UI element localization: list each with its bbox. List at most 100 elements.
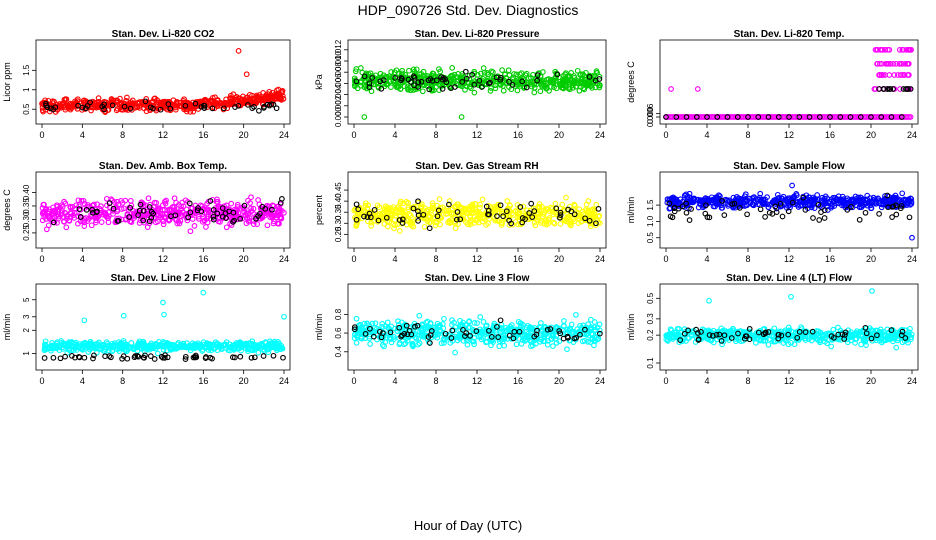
data-point (194, 207, 201, 214)
x-tick-label: 4 (704, 254, 709, 264)
data-point (702, 210, 709, 217)
data-point (583, 69, 589, 76)
data-point (201, 102, 208, 109)
data-point (878, 335, 885, 342)
data-point (520, 203, 527, 210)
x-tick-label: 20 (554, 130, 564, 140)
y-tick-label: 0.012 (334, 39, 343, 60)
data-point (597, 330, 603, 337)
data-point (436, 196, 443, 202)
data-point (210, 207, 217, 213)
data-point (374, 216, 381, 223)
data-point (59, 210, 65, 216)
data-point (261, 103, 267, 110)
data-point (376, 328, 383, 335)
data-point (876, 72, 883, 78)
x-tick-label: 0 (351, 130, 356, 140)
data-point (353, 66, 360, 72)
x-tick-label: 24 (907, 130, 917, 140)
data-point (844, 207, 851, 213)
plot-frame (35, 39, 291, 125)
data-point (274, 209, 281, 215)
data-point (719, 197, 725, 204)
data-point (352, 68, 359, 75)
data-point (550, 78, 557, 85)
data-point (231, 345, 238, 351)
data-point (462, 206, 469, 213)
data-point (565, 206, 571, 213)
data-point (878, 201, 885, 208)
x-tick-label: 20 (554, 254, 564, 264)
data-point (525, 75, 532, 82)
x-tick-label: 8 (433, 376, 438, 386)
data-point (50, 210, 57, 217)
data-point (807, 202, 814, 208)
data-point (75, 197, 82, 204)
data-point (869, 327, 876, 334)
data-point (103, 195, 110, 202)
data-point (434, 334, 441, 341)
data-point (174, 341, 181, 348)
y-axis-label: kPa (314, 74, 324, 90)
data-point (275, 220, 282, 227)
data-point (405, 206, 412, 213)
data-point (469, 201, 476, 208)
data-point (121, 205, 127, 212)
data-point (118, 100, 125, 106)
data-point (566, 86, 573, 93)
data-point (523, 324, 530, 331)
data-point (371, 207, 378, 213)
data-point (589, 80, 595, 87)
y-tick-label: 2 (22, 328, 31, 333)
data-point (673, 114, 680, 120)
data-point (906, 72, 912, 78)
data-point (531, 89, 538, 96)
data-point (528, 200, 535, 207)
data-point (273, 105, 280, 112)
data-point (235, 102, 242, 109)
data-point (213, 198, 220, 205)
x-tick-label: 12 (472, 376, 482, 386)
data-point (367, 214, 374, 221)
data-point (513, 71, 520, 78)
data-point (192, 354, 199, 361)
panel-title: Stan. Dev. Li-820 Pressure (415, 29, 540, 40)
data-point (547, 326, 554, 332)
plot-frame (659, 39, 919, 125)
data-point (683, 209, 690, 216)
data-point (480, 319, 487, 325)
data-point (724, 114, 731, 120)
data-point (890, 195, 897, 201)
data-point (357, 65, 364, 71)
data-point (689, 329, 696, 336)
data-point (703, 202, 709, 209)
data-point (881, 86, 887, 92)
data-point (243, 71, 250, 78)
data-point (497, 74, 504, 81)
data-point (175, 209, 182, 216)
data-point (745, 114, 751, 120)
data-point (255, 213, 261, 219)
data-point (251, 103, 257, 110)
data-point (884, 60, 891, 67)
data-point (134, 208, 140, 215)
data-point (257, 345, 264, 352)
data-point (669, 214, 676, 221)
data-point (106, 200, 113, 206)
data-point (146, 204, 153, 210)
data-point (374, 336, 380, 343)
data-point (403, 322, 410, 329)
data-point (439, 86, 446, 92)
data-point (863, 197, 870, 204)
data-point (63, 224, 70, 231)
data-point (207, 198, 214, 204)
data-point (679, 203, 686, 210)
data-point (404, 84, 411, 90)
data-point (155, 205, 161, 212)
data-point (483, 322, 490, 329)
data-point (182, 356, 189, 362)
data-point (440, 75, 447, 81)
data-point (168, 344, 175, 350)
data-point (541, 333, 547, 340)
